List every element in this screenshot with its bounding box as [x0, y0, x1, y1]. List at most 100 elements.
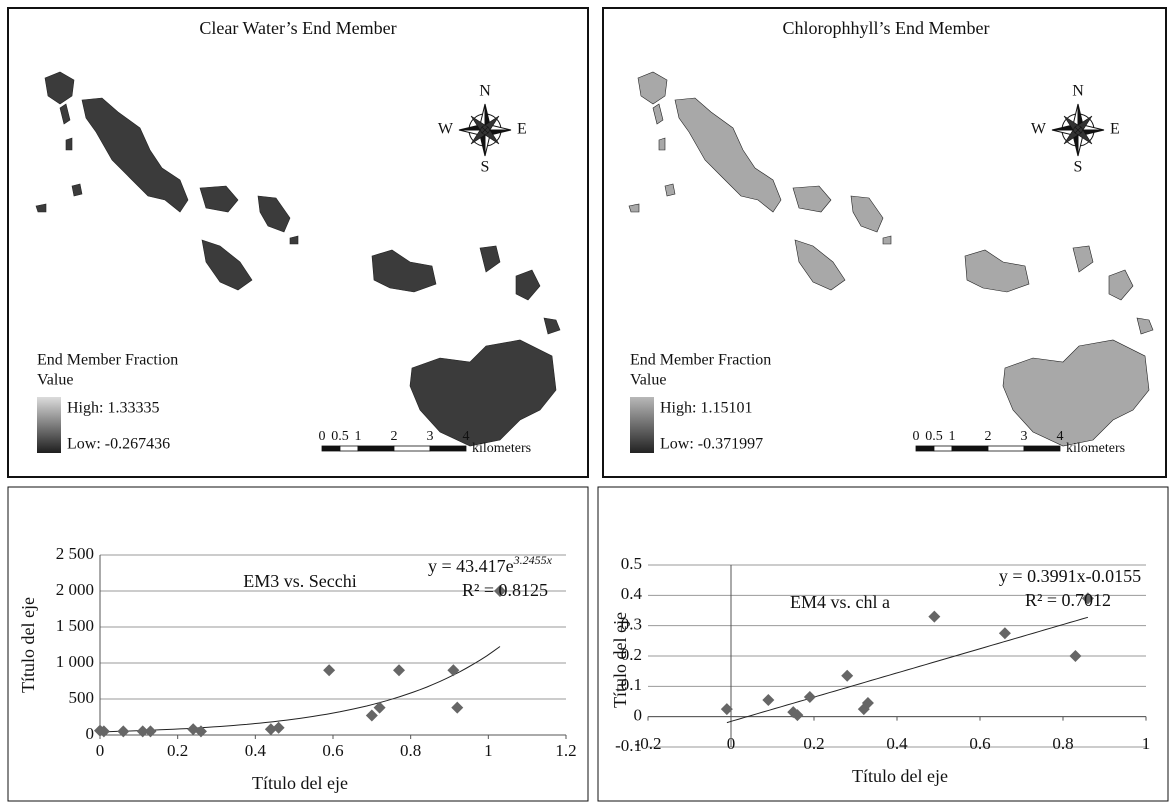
data-point	[323, 664, 335, 676]
panel-frame	[598, 487, 1168, 801]
x-tick-label: 0	[96, 741, 105, 760]
compass-w: W	[438, 121, 454, 138]
scale-tick-label: 3	[427, 429, 434, 444]
x-tick-label: 1	[1142, 734, 1151, 753]
scale-segment	[394, 446, 430, 451]
map-title: Chlorophhyll’s End Member	[783, 18, 990, 38]
y-tick-label: 2 000	[56, 580, 94, 599]
figure: Clear Water’s End Member N S W E End Member F…	[0, 0, 1171, 805]
y-axis-label: Título del eje	[610, 612, 630, 708]
y-tick-label: 0.4	[621, 584, 643, 603]
equation-text: y = 43.417e	[428, 556, 514, 576]
data-point	[999, 627, 1011, 639]
y-tick-label: 0.5	[621, 554, 642, 573]
x-tick-label: 0.8	[1052, 734, 1073, 753]
legend-title: End Member Fraction	[630, 352, 771, 369]
y-tick-label: 2 500	[56, 544, 94, 563]
scale-tick-label: 3	[1021, 429, 1028, 444]
r-squared: R² = 0.8125	[462, 580, 548, 600]
y-tick-label: 1 500	[56, 616, 94, 635]
x-tick-label: 0.6	[969, 734, 990, 753]
scale-tick-label: 0	[913, 429, 920, 444]
compass-rose	[459, 104, 511, 156]
x-tick-label: 1.2	[555, 741, 576, 760]
y-axis-label: Título del eje	[18, 597, 38, 693]
x-tick-label: 0.2	[167, 741, 188, 760]
legend-high: High: 1.15101	[660, 400, 752, 417]
x-tick-label: -0.2	[635, 734, 662, 753]
equation: y = 0.3991x-0.0155	[999, 566, 1141, 586]
legend-low: Low: -0.267436	[67, 436, 170, 453]
x-tick-label: 0.8	[400, 741, 421, 760]
scale-unit: kilometers	[472, 441, 531, 456]
scale-tick-label: 4	[463, 429, 470, 444]
scale-segment	[358, 446, 394, 451]
trend-line	[100, 647, 500, 732]
legend-title: End Member Fraction	[37, 352, 178, 369]
scale-tick-label: 2	[985, 429, 992, 444]
scale-segment	[916, 446, 934, 451]
r-squared: R² = 0.7012	[1025, 590, 1111, 610]
y-tick-label: 0	[86, 724, 95, 743]
data-point	[366, 710, 378, 722]
scale-tick-label: 0.5	[925, 429, 943, 444]
scale-segment	[934, 446, 952, 451]
scale-segment	[430, 446, 466, 451]
scale-tick-label: 4	[1057, 429, 1064, 444]
legend-title: Value	[37, 372, 73, 389]
data-point	[117, 725, 129, 737]
scale-segment	[340, 446, 358, 451]
scale-tick-label: 1	[949, 429, 956, 444]
scale-segment	[988, 446, 1024, 451]
compass-n: N	[1072, 83, 1084, 100]
legend-low: Low: -0.371997	[660, 436, 763, 453]
equation: y = 43.417e3.2455x	[428, 553, 553, 576]
x-tick-label: 0.4	[245, 741, 267, 760]
x-tick-label: 0.2	[803, 734, 824, 753]
compass-s: S	[1074, 159, 1083, 176]
data-point	[144, 725, 156, 737]
x-tick-label: 1	[484, 741, 493, 760]
compass-e: E	[1110, 121, 1120, 138]
scale-tick-label: 1	[355, 429, 362, 444]
compass-s: S	[481, 159, 490, 176]
scale-segment	[952, 446, 988, 451]
legend-ramp	[37, 397, 61, 453]
legend-high: High: 1.33335	[67, 400, 159, 417]
data-point	[451, 702, 463, 714]
chart-title: EM3 vs. Secchi	[243, 571, 356, 591]
data-point	[273, 722, 285, 734]
scale-tick-label: 0.5	[331, 429, 349, 444]
compass-rose	[1052, 104, 1104, 156]
scale-segment	[1024, 446, 1060, 451]
data-point	[393, 664, 405, 676]
equation-text: y = 0.3991x-0.0155	[999, 566, 1141, 586]
map-title: Clear Water’s End Member	[199, 18, 396, 38]
compass-e: E	[517, 121, 527, 138]
scale-segment	[322, 446, 340, 451]
data-point	[804, 691, 816, 703]
y-tick-label: 500	[69, 688, 95, 707]
data-point	[928, 611, 940, 623]
y-tick-label: 0	[634, 706, 643, 725]
legend-ramp	[630, 397, 654, 453]
trend-line	[727, 617, 1088, 722]
legend-title: Value	[630, 372, 666, 389]
data-point	[762, 694, 774, 706]
compass-n: N	[479, 83, 491, 100]
data-point	[447, 664, 459, 676]
x-tick-label: 0.4	[886, 734, 908, 753]
x-axis-label: Título del eje	[252, 773, 348, 793]
scale-tick-label: 0	[319, 429, 326, 444]
compass-w: W	[1031, 121, 1047, 138]
data-point	[841, 670, 853, 682]
scale-unit: kilometers	[1066, 441, 1125, 456]
x-axis-label: Título del eje	[852, 766, 948, 786]
x-tick-label: 0.6	[322, 741, 343, 760]
data-point	[1069, 650, 1081, 662]
content: Clear Water’s End Member N S W E End Member F…	[18, 18, 1153, 793]
y-tick-label: 1 000	[56, 652, 94, 671]
equation-exponent: 3.2455x	[513, 553, 553, 567]
scale-tick-label: 2	[391, 429, 398, 444]
chart-title: EM4 vs. chl a	[790, 592, 890, 612]
